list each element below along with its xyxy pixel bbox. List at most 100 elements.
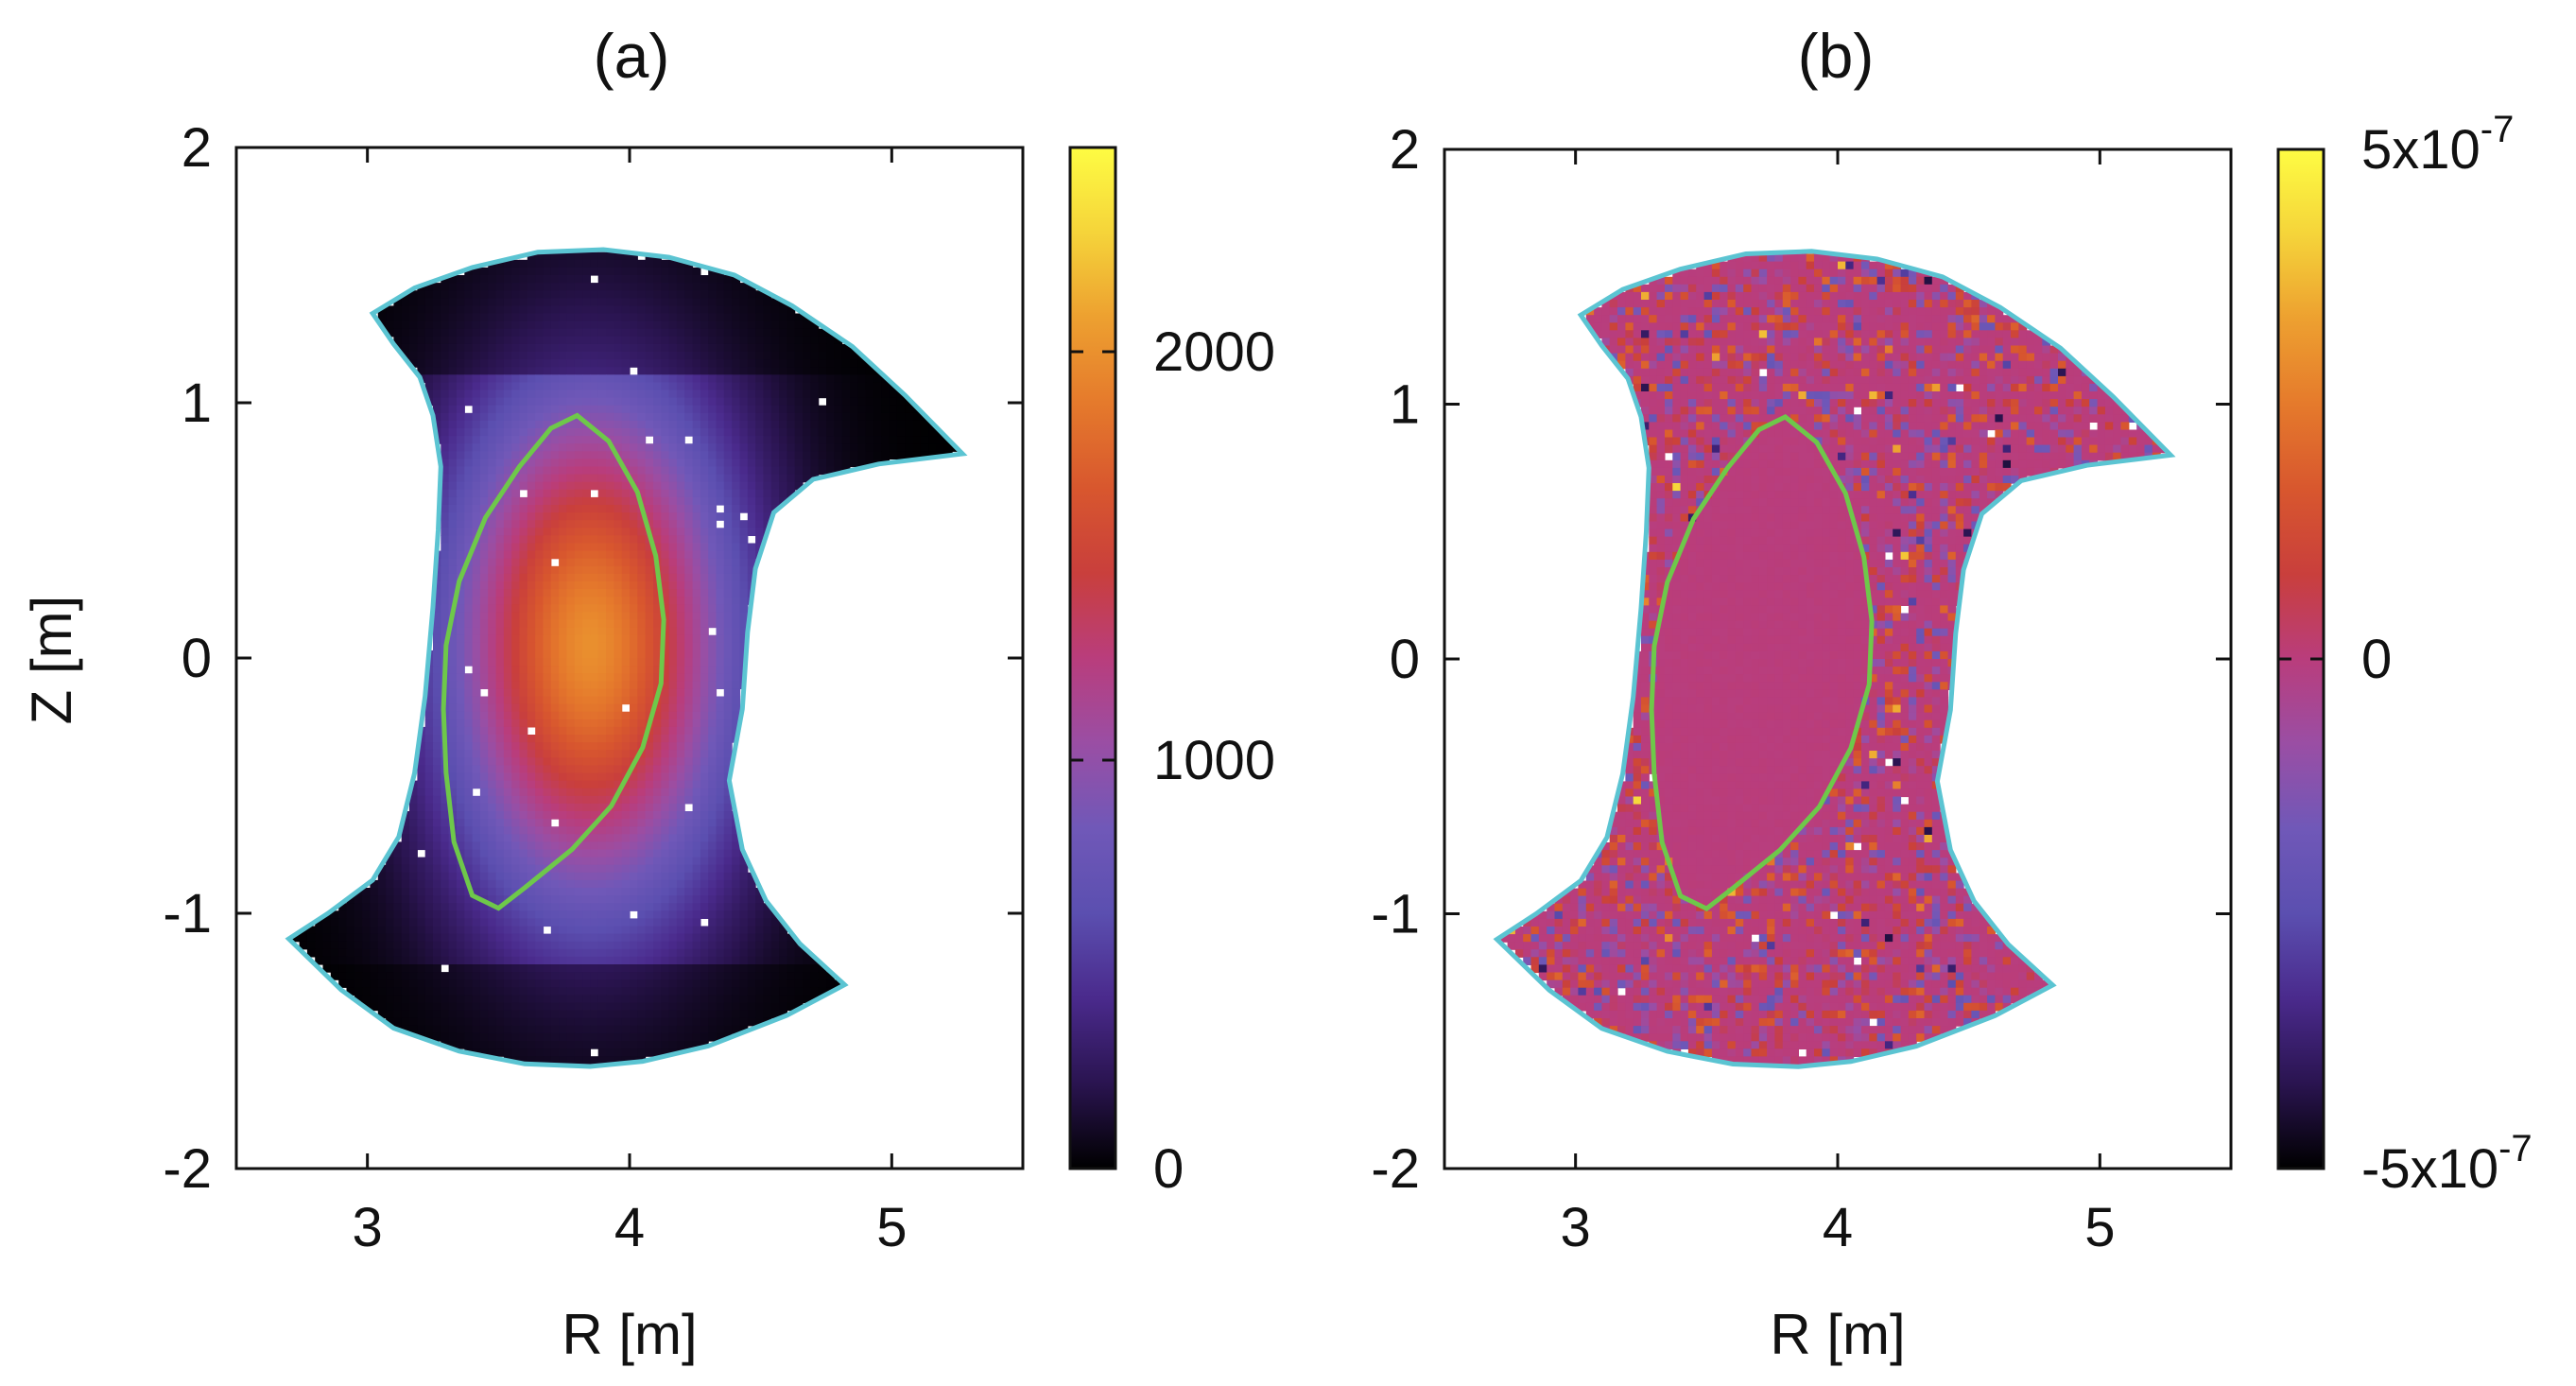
heatmap-cell — [763, 474, 772, 483]
heatmap-cell — [582, 581, 591, 590]
heatmap-cell — [700, 298, 709, 306]
heatmap-cell — [700, 619, 709, 629]
heatmap-cell — [488, 933, 497, 943]
heatmap-cell — [559, 819, 567, 827]
heatmap-cell — [574, 535, 583, 545]
heatmap-cell — [850, 359, 858, 368]
heatmap-cell — [834, 390, 843, 399]
heatmap-cell — [708, 918, 717, 927]
heatmap-cell — [582, 512, 591, 521]
heatmap-cell — [621, 1032, 631, 1042]
heatmap-cell — [417, 321, 426, 330]
heatmap-cell — [511, 405, 521, 414]
heatmap-cell — [559, 1010, 567, 1019]
heatmap-cell — [346, 933, 355, 943]
heatmap-cell — [559, 550, 567, 560]
heatmap-cell — [732, 948, 741, 958]
heatmap-cell — [787, 995, 796, 1004]
heatmap-cell — [661, 512, 670, 521]
heatmap-cell — [637, 857, 647, 866]
heatmap-cell — [464, 757, 474, 766]
heatmap-cell — [739, 328, 749, 338]
heatmap-cell — [503, 857, 512, 866]
heatmap-cell — [566, 642, 576, 651]
heatmap-cell — [621, 589, 631, 598]
heatmap-cell — [630, 397, 638, 407]
heatmap-cell — [708, 405, 717, 414]
heatmap-cell — [519, 681, 528, 689]
heatmap-cell — [457, 703, 465, 713]
heatmap-cell — [495, 412, 505, 422]
heatmap-cell — [865, 405, 874, 414]
heatmap-cell — [700, 535, 709, 545]
heatmap-cell — [606, 834, 614, 842]
heatmap-cell — [621, 251, 631, 261]
heatmap-cell — [606, 696, 614, 705]
heatmap-cell — [645, 558, 654, 567]
heatmap-cell — [503, 343, 512, 353]
heatmap-cell — [511, 642, 521, 651]
heatmap-cell — [755, 298, 764, 306]
heatmap-cell — [448, 520, 458, 528]
heatmap-cell — [614, 474, 623, 483]
heatmap-cell — [661, 895, 670, 904]
heatmap-cell — [645, 750, 654, 758]
heatmap-cell — [424, 336, 434, 345]
heatmap-cell — [723, 634, 733, 644]
heatmap-cell — [834, 343, 843, 353]
heatmap-cell — [763, 941, 772, 950]
heatmap-cell — [692, 1010, 701, 1019]
heatmap-cell — [566, 857, 576, 866]
heatmap-cell — [550, 367, 560, 375]
heatmap-cell — [550, 750, 560, 758]
heatmap-cell — [668, 459, 678, 468]
heatmap-cell — [597, 612, 607, 621]
heatmap-cell — [692, 367, 701, 375]
heatmap-cell — [495, 343, 505, 353]
heatmap-cell — [614, 443, 623, 452]
heatmap-cell — [543, 420, 552, 429]
heatmap-cell — [424, 803, 434, 812]
heatmap-cell — [692, 459, 701, 468]
heatmap-cell — [700, 765, 709, 774]
heatmap-cell — [566, 275, 576, 284]
heatmap-cell — [590, 604, 599, 613]
heatmap-cell — [370, 972, 379, 980]
heatmap-cell — [606, 819, 614, 827]
heatmap-cell — [527, 895, 536, 904]
heatmap-cell — [747, 428, 756, 437]
heatmap-cell — [495, 451, 505, 459]
heatmap-cell — [362, 918, 371, 927]
heatmap-cell — [464, 696, 474, 705]
heatmap-cell — [519, 275, 528, 284]
heatmap-cell — [621, 841, 631, 851]
heatmap-cell — [739, 313, 749, 322]
heatmap-cell — [770, 390, 780, 399]
heatmap-cell — [511, 666, 521, 674]
heatmap-cell — [457, 305, 465, 315]
heatmap-cell — [535, 864, 545, 874]
heatmap-cell — [708, 275, 717, 284]
heatmap-cell — [503, 772, 512, 782]
heatmap-cell — [503, 864, 512, 874]
heatmap-cell — [503, 719, 512, 728]
heatmap-cell — [417, 1017, 426, 1027]
heatmap-cell — [606, 956, 614, 965]
heatmap-cell — [503, 451, 512, 459]
heatmap-cell — [559, 505, 567, 513]
heatmap-cell — [527, 420, 536, 429]
heatmap-cell — [519, 474, 528, 483]
heatmap-cell — [676, 864, 685, 874]
heatmap-cell — [881, 451, 890, 459]
heatmap-cell — [606, 489, 614, 498]
heatmap-cell — [457, 895, 465, 904]
heatmap-cell — [653, 910, 662, 919]
heatmap-cell — [559, 803, 567, 812]
heatmap-cell — [770, 328, 780, 338]
heatmap-cell — [488, 627, 497, 636]
heatmap-cell — [661, 328, 670, 338]
heatmap-cell — [763, 972, 772, 980]
heatmap-cell — [401, 313, 410, 322]
heatmap-cell — [590, 772, 599, 782]
heatmap-cell — [621, 573, 631, 582]
